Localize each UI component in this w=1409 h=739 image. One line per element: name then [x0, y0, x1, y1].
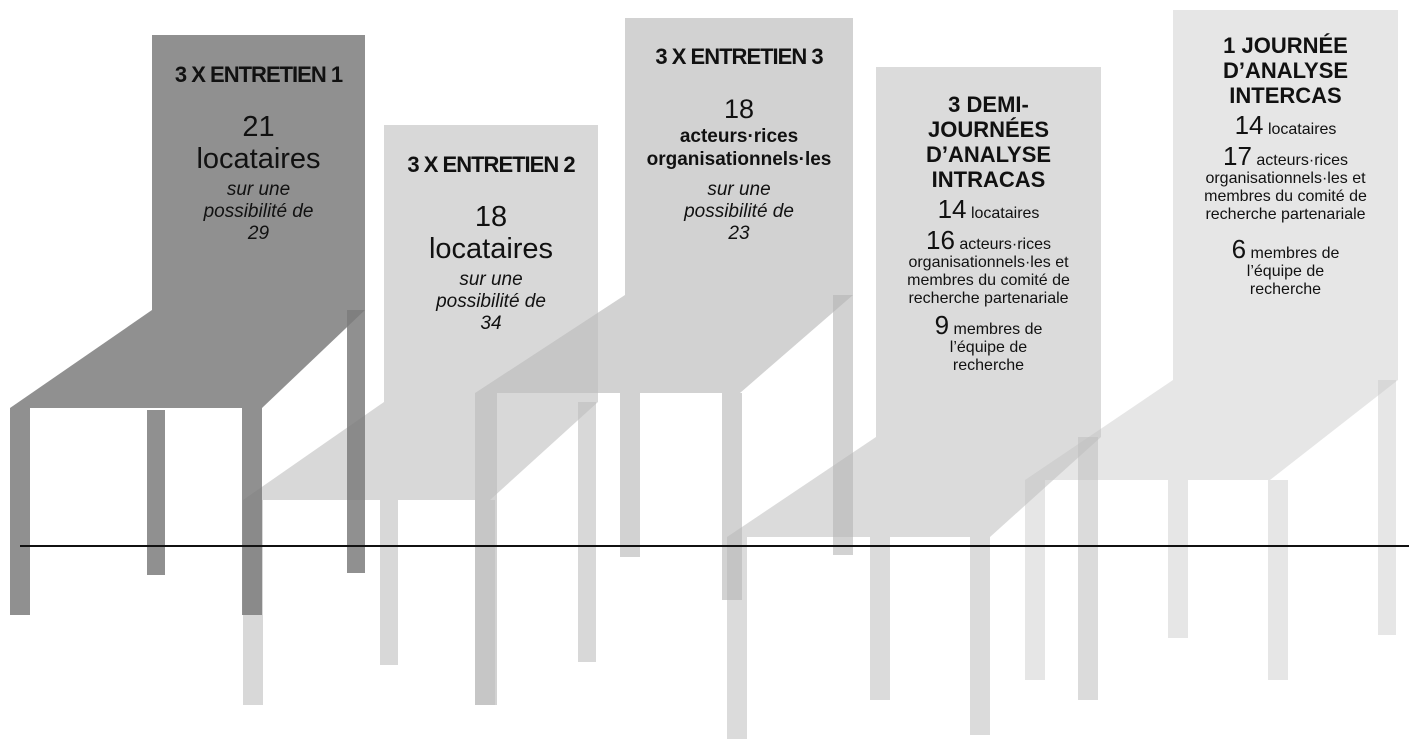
group: 6 membres de l’équipe de recherche [1216, 240, 1356, 299]
note: sur une possibilité de 23 [684, 179, 794, 245]
unit: acteurs·rices organisationnels·les [625, 125, 853, 171]
group: 14 locataires [886, 200, 1091, 223]
count: 6 [1232, 234, 1246, 264]
page: {"chairs": [ {"title": "3 X ENTRETIEN 1"… [0, 0, 1409, 739]
chair-5-text: 1 JOURNÉE D’ANALYSE INTERCAS 14 locatair… [1178, 33, 1393, 299]
count: 21 [152, 111, 365, 143]
chair-2-text: 3 X ENTRETIEN 2 18 locataires sur une po… [384, 152, 598, 335]
count: 9 [935, 310, 949, 340]
chair-4-text: 3 DEMI-JOURNÉES D’ANALYSE INTRACAS 14 lo… [886, 92, 1091, 375]
group: 16 acteurs·rices organisationnels·les et… [886, 231, 1091, 308]
count: 14 [1235, 110, 1264, 140]
title: 3 X ENTRETIEN 1 [152, 62, 365, 87]
unit: locataires [384, 233, 598, 265]
unit: locataires [152, 143, 365, 175]
label: membres de l’équipe de recherche [1247, 245, 1340, 298]
count: 17 [1223, 141, 1252, 171]
count: 18 [384, 201, 598, 233]
count: 16 [926, 225, 955, 255]
group: 17 acteurs·rices organisationnels·les et… [1178, 147, 1393, 224]
label: locataires [971, 205, 1039, 222]
count: 14 [938, 194, 967, 224]
group: 14 locataires [1178, 116, 1393, 139]
group: 9 membres de l’équipe de recherche [919, 316, 1059, 375]
title: 1 JOURNÉE D’ANALYSE INTERCAS [1206, 33, 1366, 108]
title: 3 DEMI-JOURNÉES D’ANALYSE INTRACAS [909, 92, 1069, 192]
chair-1-text: 3 X ENTRETIEN 1 21 locataires sur une po… [152, 62, 365, 245]
note: sur une possibilité de 34 [436, 269, 546, 335]
label: locataires [1268, 121, 1336, 138]
chair-3-text: 3 X ENTRETIEN 3 18 acteurs·rices organis… [625, 44, 853, 245]
title: 3 X ENTRETIEN 3 [625, 44, 853, 69]
count: 18 [625, 93, 853, 125]
title: 3 X ENTRETIEN 2 [384, 152, 598, 177]
label: membres de l’équipe de recherche [950, 321, 1043, 374]
note: sur une possibilité de 29 [204, 179, 314, 245]
